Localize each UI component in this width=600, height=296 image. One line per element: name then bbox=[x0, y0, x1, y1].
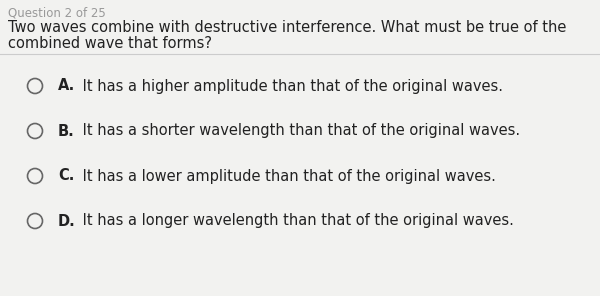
Text: C.: C. bbox=[58, 168, 74, 184]
Text: It has a shorter wavelength than that of the original waves.: It has a shorter wavelength than that of… bbox=[78, 123, 520, 139]
Text: A.: A. bbox=[58, 78, 75, 94]
Text: It has a lower amplitude than that of the original waves.: It has a lower amplitude than that of th… bbox=[78, 168, 496, 184]
Text: It has a higher amplitude than that of the original waves.: It has a higher amplitude than that of t… bbox=[78, 78, 503, 94]
Text: combined wave that forms?: combined wave that forms? bbox=[8, 36, 212, 51]
Text: B.: B. bbox=[58, 123, 75, 139]
Text: It has a longer wavelength than that of the original waves.: It has a longer wavelength than that of … bbox=[78, 213, 514, 229]
Text: D.: D. bbox=[58, 213, 76, 229]
Text: Question 2 of 25: Question 2 of 25 bbox=[8, 6, 106, 19]
Text: Two waves combine with destructive interference. What must be true of the: Two waves combine with destructive inter… bbox=[8, 20, 566, 35]
